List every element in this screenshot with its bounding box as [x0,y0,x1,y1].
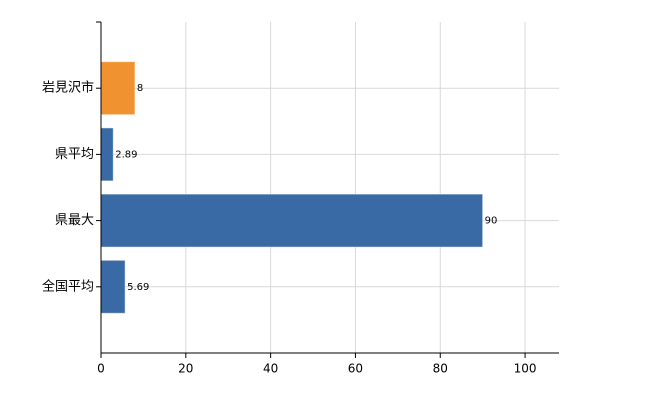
x-tick-label: 0 [97,362,105,376]
x-tick-label: 20 [178,362,193,376]
y-tick-label: 全国平均 [42,278,94,294]
bar [100,193,484,248]
y-tick-label: 県平均 [55,147,94,162]
x-tick-label: 60 [348,362,363,376]
value-label: 5.69 [127,282,149,293]
y-tick-label: 県最大 [55,213,94,228]
x-tick-label: 40 [263,362,278,376]
bar [100,259,126,314]
bar [100,127,114,182]
x-tick-label: 100 [514,362,537,376]
bar [100,61,136,116]
value-label: 90 [485,216,498,227]
y-tick-label: 岩見沢市 [42,80,94,96]
value-label: 2.89 [115,149,137,160]
x-tick-label: 80 [433,362,448,376]
value-label: 8 [137,83,143,94]
